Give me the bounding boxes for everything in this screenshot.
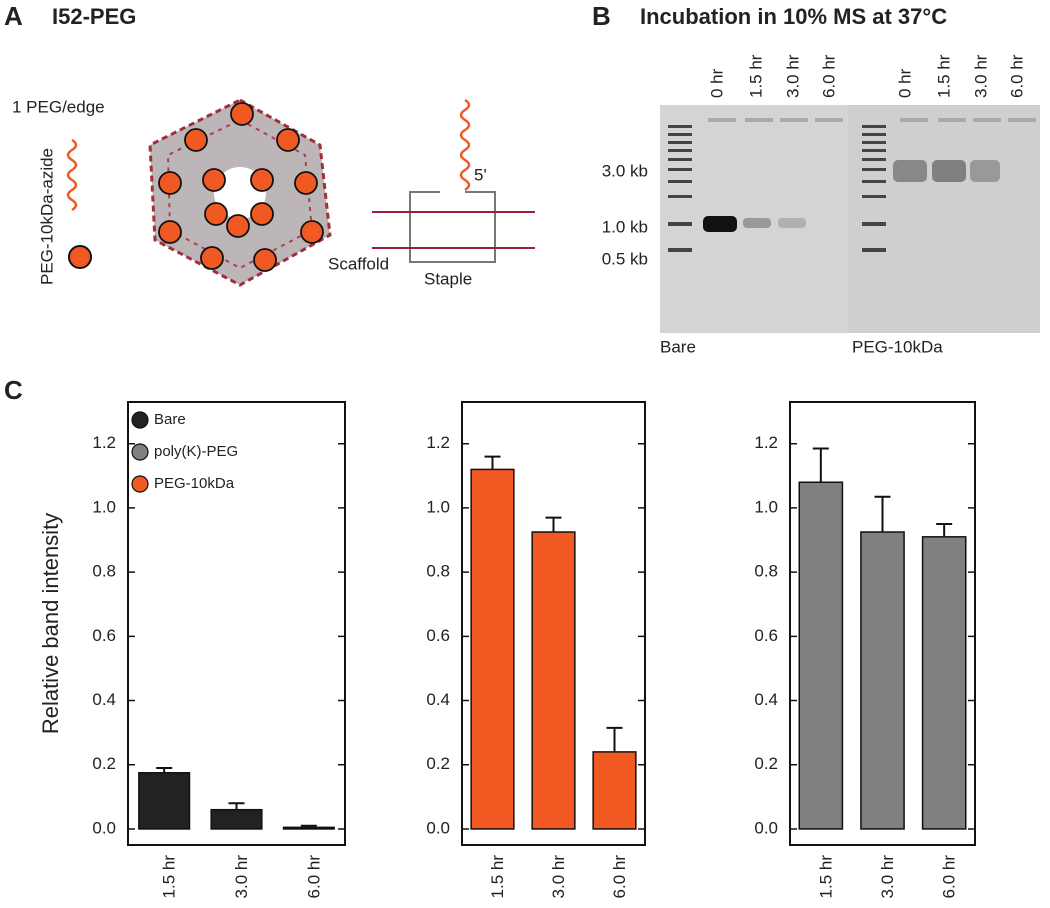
gel (660, 105, 1040, 333)
error-bar (936, 522, 953, 537)
y-tick-label: 0.4 (754, 690, 778, 709)
y-tick-label: 1.0 (92, 497, 116, 516)
label: PEG-10kDa-azide (37, 148, 56, 285)
x-tick-label: 1.5 hr (816, 855, 835, 899)
peg-chain (66, 138, 78, 212)
error-bar (545, 516, 562, 533)
y-tick-label: 0.8 (92, 562, 116, 581)
error-bar (484, 455, 501, 470)
size-label: 3.0 kb (602, 161, 648, 180)
y-tick-label: 0.6 (426, 626, 450, 645)
bar (921, 536, 967, 830)
y-axis-label: Relative band intensity (38, 513, 63, 734)
y-tick-label: 1.0 (426, 497, 450, 516)
panel-title: I52-PEG (52, 4, 136, 29)
y-tick-label: 0.6 (754, 626, 778, 645)
bar (798, 481, 844, 830)
x-tick-label: 1.5 hr (160, 855, 179, 899)
y-tick-label: 0.2 (92, 754, 116, 773)
y-tick-label: 0.4 (92, 690, 116, 709)
x-tick-label: 1.5 hr (488, 855, 507, 899)
azide-bead (68, 245, 92, 269)
size-label: 0.5 kb (602, 249, 648, 268)
x-tick-label: 6.0 hr (304, 855, 323, 899)
gel-group-label: Bare (660, 337, 696, 356)
bar (282, 826, 335, 830)
label: Staple (424, 269, 472, 288)
y-tick-label: 1.2 (754, 433, 778, 452)
bar (210, 808, 263, 830)
error-bar (606, 726, 623, 752)
x-tick-label: 6.0 hr (610, 855, 629, 899)
axes-frame (127, 401, 346, 846)
x-tick-label: 3.0 hr (232, 855, 251, 899)
lane-label: 1.5 hr (746, 54, 765, 98)
label: 1 PEG/edge (12, 97, 105, 116)
bar (470, 468, 515, 830)
y-tick-label: 0.4 (426, 690, 450, 709)
nanostructure (148, 98, 332, 287)
legend-label: Bare (154, 411, 186, 428)
y-tick-label: 0.8 (426, 562, 450, 581)
legend-swatch (131, 475, 149, 493)
axes-frame (461, 401, 646, 846)
error-bar (156, 766, 173, 773)
bar (531, 531, 576, 830)
lane-label: 3.0 hr (971, 54, 990, 98)
y-tick-label: 0.2 (426, 754, 450, 773)
lane-label: 0 hr (707, 68, 726, 98)
error-bar (300, 824, 317, 828)
bar (592, 751, 637, 830)
y-tick-label: 0.8 (754, 562, 778, 581)
y-tick-label: 1.0 (754, 497, 778, 516)
x-tick-label: 3.0 hr (878, 855, 897, 899)
staple-diagram (372, 98, 535, 263)
x-tick-label: 6.0 hr (940, 855, 959, 899)
y-tick-label: 0.0 (92, 818, 116, 837)
panel-letter: A (4, 1, 23, 31)
legend-label: PEG-10kDa (154, 475, 235, 492)
bar (860, 531, 905, 830)
panel-letter: C (4, 375, 23, 405)
label: Scaffold (328, 254, 389, 273)
y-tick-label: 0.2 (754, 754, 778, 773)
panel-title: Incubation in 10% MS at 37°C (640, 4, 947, 29)
y-tick-label: 0.0 (426, 818, 450, 837)
legend-swatch (131, 411, 149, 429)
y-tick-label: 1.2 (426, 433, 450, 452)
legend-label: poly(K)-PEG (154, 443, 238, 460)
lane-label: 1.5 hr (934, 54, 953, 98)
y-tick-label: 0.0 (754, 818, 778, 837)
axes-frame (789, 401, 976, 846)
size-label: 1.0 kb (602, 217, 648, 236)
lane-label: 6.0 hr (1007, 54, 1026, 98)
y-tick-label: 0.6 (92, 626, 116, 645)
label: 5' (474, 165, 487, 184)
gel-group-label: PEG-10kDa (852, 337, 943, 356)
error-bar (812, 447, 829, 483)
panel-letter: B (592, 1, 611, 31)
x-tick-label: 3.0 hr (549, 855, 568, 899)
lane-label: 0 hr (895, 68, 914, 98)
lane-label: 3.0 hr (783, 54, 802, 98)
y-tick-label: 1.2 (92, 433, 116, 452)
error-bar (228, 802, 245, 810)
bar (138, 772, 191, 830)
error-bar (874, 495, 891, 533)
legend-swatch (131, 443, 149, 461)
lane-label: 6.0 hr (819, 54, 838, 98)
